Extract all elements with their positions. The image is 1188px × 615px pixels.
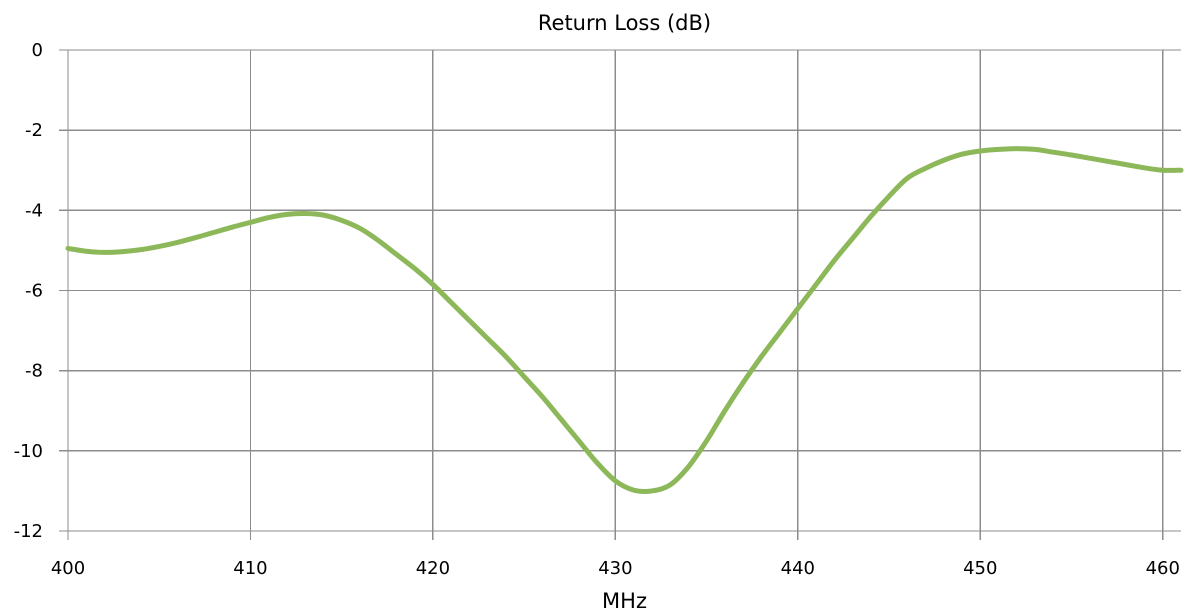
x-axis-title: MHz [602,589,647,613]
y-tick-label: -8 [25,361,43,382]
y-tick-label: 0 [32,40,43,61]
x-tick-label: 460 [1146,558,1180,579]
series-layer [65,146,1184,494]
x-tick-label: 400 [51,558,85,579]
tick-label-layer: 0 -2 -4 -6 -8 -10 -12 400 410 420 430 440 450 460 [14,40,1180,579]
axes-layer [59,49,1181,540]
y-tick-label: -6 [25,281,43,302]
x-tick-label: 420 [416,558,450,579]
grid-layer [67,49,1181,532]
chart-title: Return Loss (dB) [538,11,711,35]
y-tick-label: -2 [25,120,43,141]
x-tick-label: 410 [233,558,267,579]
y-tick-label: -12 [14,521,43,542]
x-tick-label: 440 [781,558,815,579]
y-tick-label: -10 [14,441,43,462]
return-loss-series-line [65,146,1184,494]
x-tick-label: 430 [598,558,632,579]
x-tick-label: 450 [963,558,997,579]
y-tick-label: -4 [25,200,43,221]
